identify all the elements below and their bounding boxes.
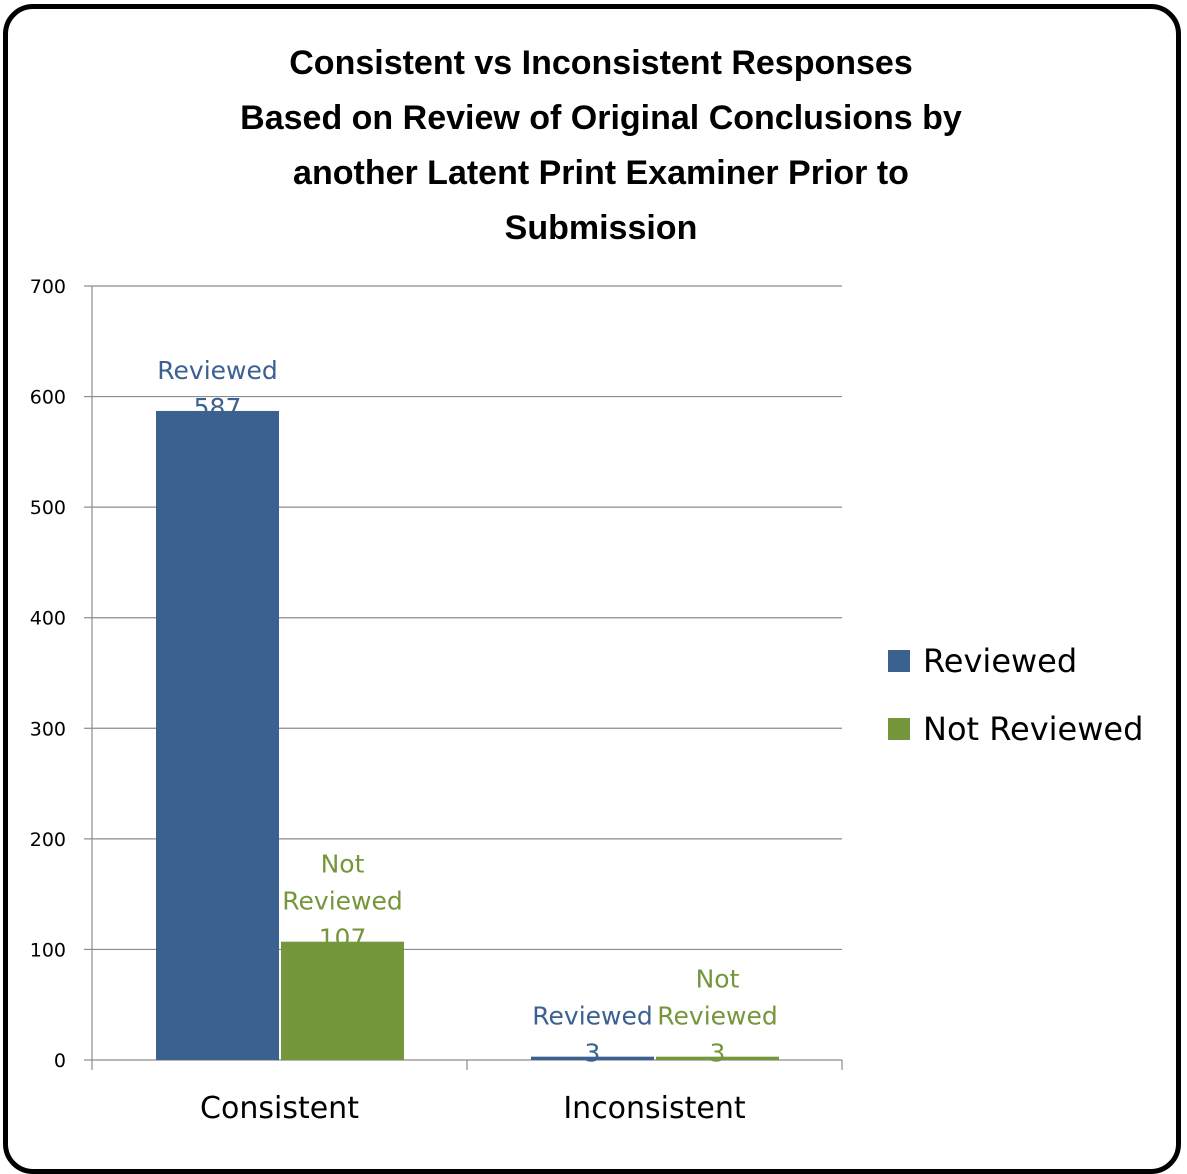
bar-consistent-reviewed — [156, 410, 279, 1061]
data-label-inconsistent-reviewed-line-1: Reviewed — [532, 1002, 652, 1031]
data-label-consistent-reviewed-line-1: Reviewed — [157, 356, 277, 385]
data-label-consistent-not-reviewed-line-3: 107 — [319, 924, 367, 953]
y-tick-label-700: 700 — [30, 276, 66, 298]
legend-label-not-reviewed: Not Reviewed — [923, 710, 1144, 748]
x-tick-label-inconsistent: Inconsistent — [563, 1091, 746, 1126]
y-tick-label-300: 300 — [30, 718, 66, 740]
y-tick-label-100: 100 — [30, 939, 66, 961]
legend: Reviewed Not Reviewed — [888, 642, 1144, 780]
data-label-consistent-reviewed-line-2: 587 — [194, 393, 242, 422]
y-tick-label-500: 500 — [30, 497, 66, 519]
chart-title: Consistent vs Inconsistent Responses Bas… — [0, 36, 1187, 256]
y-tick-label-400: 400 — [30, 608, 66, 630]
y-tick-label-600: 600 — [30, 387, 66, 409]
data-label-consistent-not-reviewed-line-1: Not — [321, 850, 365, 879]
bar-consistent-not-reviewed — [281, 941, 404, 1060]
data-label-inconsistent-not-reviewed-line-3: 3 — [710, 1039, 726, 1068]
chart-title-line-2: Based on Review of Original Conclusions … — [240, 99, 962, 137]
legend-item-reviewed: Reviewed — [888, 642, 1143, 680]
data-label-inconsistent-not-reviewed-line-2: Reviewed — [657, 1002, 777, 1031]
data-label-consistent-not-reviewed-line-2: Reviewed — [282, 887, 402, 916]
legend-swatch-reviewed — [888, 650, 910, 672]
legend-label-reviewed: Reviewed — [923, 642, 1078, 680]
x-tick-label-consistent: Consistent — [200, 1091, 359, 1126]
data-label-inconsistent-not-reviewed-line-1: Not — [696, 965, 740, 994]
chart-title-line-1: Consistent vs Inconsistent Responses — [289, 44, 913, 82]
bar-inconsistent-reviewed — [531, 1056, 654, 1060]
bar-inconsistent-not-reviewed — [656, 1056, 779, 1060]
y-tick-label-0: 0 — [54, 1050, 66, 1072]
data-label-inconsistent-reviewed-line-2: 3 — [585, 1039, 601, 1068]
legend-item-not-reviewed: Not Reviewed — [888, 710, 1144, 748]
legend-swatch-not-reviewed — [888, 718, 910, 740]
chart-title-line-4: Submission — [504, 209, 698, 247]
y-tick-label-200: 200 — [30, 829, 66, 851]
chart-title-line-3: another Latent Print Examiner Prior to — [293, 154, 909, 192]
bar-chart: 0 100 200 300 400 500 600 700 Reviewed 587 Not Revi… — [30, 276, 843, 1126]
